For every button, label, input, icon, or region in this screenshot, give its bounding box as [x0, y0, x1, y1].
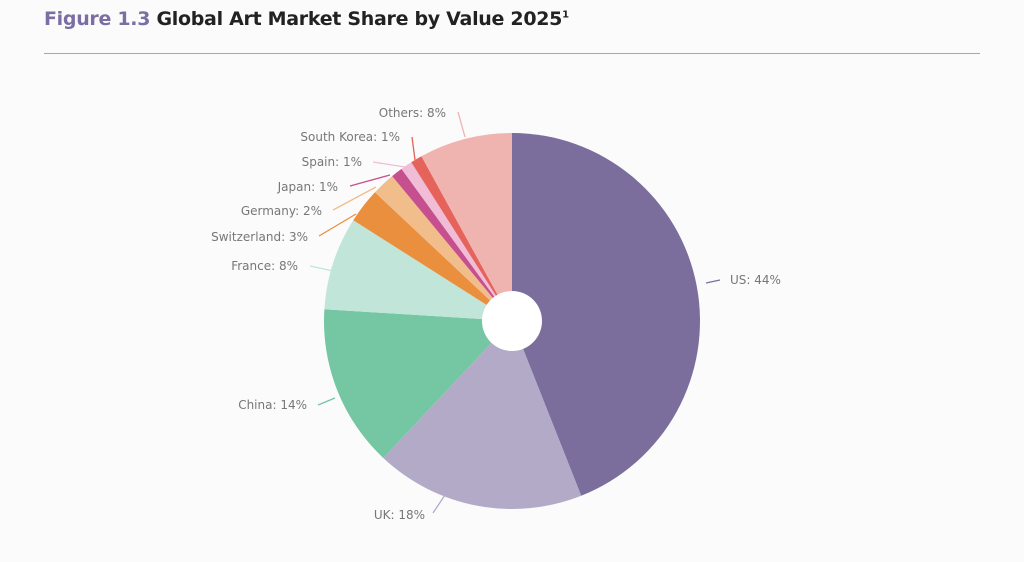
- leader-line: [332, 186, 377, 211]
- slice-label: Switzerland: 3%: [211, 230, 308, 244]
- figure-number: Figure 1.3: [44, 8, 151, 30]
- slice-label: France: 8%: [231, 259, 298, 273]
- title-text: Global Art Market Share by Value 2025: [156, 8, 563, 30]
- donut-hole: [482, 291, 542, 351]
- leader-line: [372, 161, 406, 168]
- title-divider: [44, 53, 980, 54]
- leader-line: [318, 213, 357, 237]
- slice-label: Japan: 1%: [277, 180, 338, 194]
- slice-uk: [383, 321, 582, 509]
- slice-label: Others: 8%: [379, 106, 446, 120]
- leader-line: [705, 279, 721, 284]
- leader-line: [411, 136, 416, 161]
- leader-line: [349, 174, 391, 187]
- leader-line: [309, 265, 334, 272]
- slice-label: China: 14%: [238, 398, 307, 412]
- leader-line: [432, 494, 446, 514]
- slice-germany: [374, 176, 512, 321]
- slice-label: Spain: 1%: [302, 155, 362, 169]
- slice-label: South Korea: 1%: [300, 130, 400, 144]
- chart-title: Figure 1.3 Global Art Market Share by Va…: [44, 8, 569, 30]
- slice-label: Germany: 2%: [241, 204, 322, 218]
- slice-us: [512, 133, 700, 496]
- slice-france: [324, 220, 512, 321]
- slice-south-korea: [411, 156, 512, 321]
- slice-japan: [392, 168, 512, 321]
- slice-others: [421, 133, 512, 321]
- slice-spain: [401, 162, 512, 321]
- footnote-mark: 1: [562, 9, 569, 21]
- slice-switzerland: [353, 192, 512, 321]
- leader-line: [317, 397, 336, 406]
- leader-line: [457, 111, 466, 138]
- slice-label: US: 44%: [730, 273, 781, 287]
- slice-label: UK: 18%: [374, 508, 425, 522]
- slice-china: [323, 309, 512, 459]
